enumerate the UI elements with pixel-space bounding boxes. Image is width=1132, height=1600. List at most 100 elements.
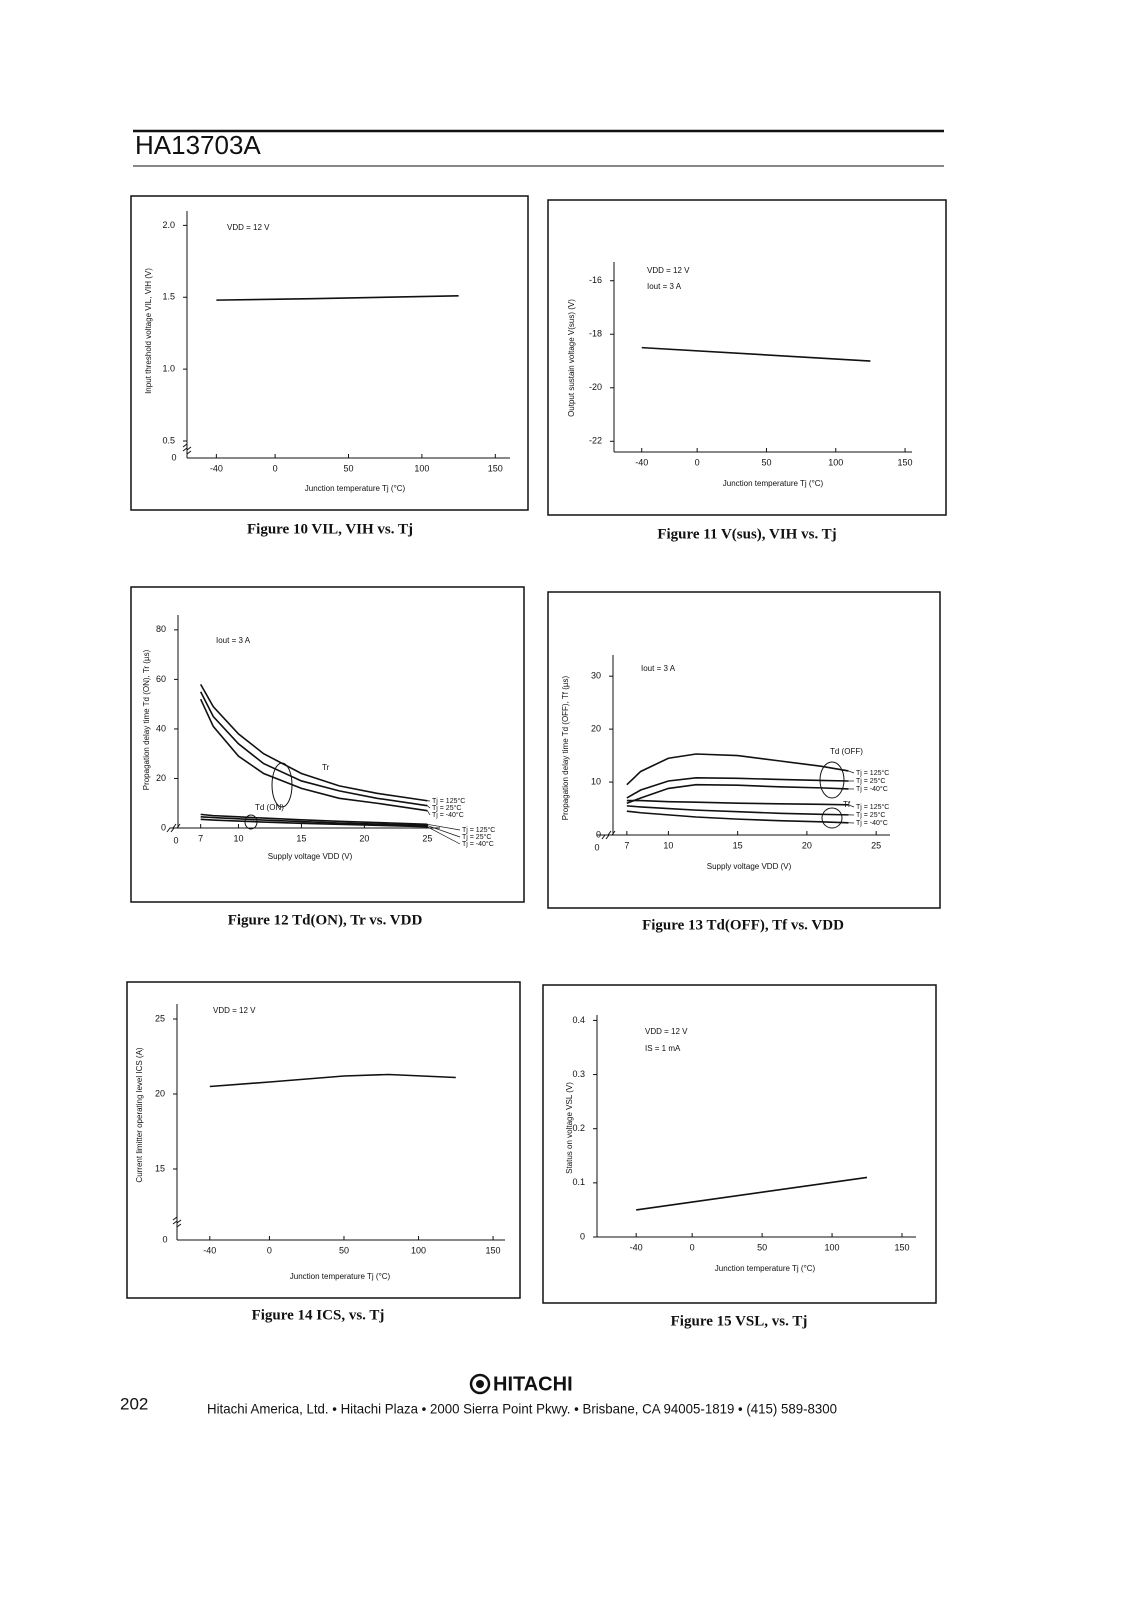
x-tick-label: 10: [233, 833, 243, 843]
x-tick-label: 7: [198, 833, 203, 843]
y-axis-label: Propagation delay time Td (ON), Tr (µs): [142, 649, 151, 790]
caption: Figure 15 VSL, vs. Tj: [671, 1313, 808, 1329]
data-line: [626, 753, 849, 786]
y-axis-label: Input threshold voltage VIL, VIH (V): [144, 268, 153, 394]
x-tick-label: 0: [267, 1245, 272, 1255]
data-line: [199, 698, 428, 812]
series-label: Tj = -40°C: [856, 785, 888, 793]
x-tick-label: 50: [757, 1242, 767, 1252]
caption: Figure 10 VIL, VIH vs. Tj: [247, 521, 413, 537]
x-tick-label: 15: [296, 833, 306, 843]
data-line: [636, 1176, 868, 1211]
x-axis-label: Junction temperature Tj (°C): [715, 1264, 816, 1273]
data-line: [626, 810, 849, 824]
y-tick-label: 0.3: [572, 1069, 585, 1079]
axis-break: [601, 830, 616, 840]
series-label: Tj = -40°C: [856, 819, 888, 827]
data-line: [200, 818, 428, 828]
series-label: Tj = 125°C: [432, 797, 465, 805]
y-axis-label: Status on voltage VSL (V): [565, 1082, 574, 1174]
x-tick-label: 50: [339, 1245, 349, 1255]
caption: Figure 12 Td(ON), Tr vs. VDD: [228, 912, 423, 928]
chart-frame: [547, 199, 947, 516]
y-tick-label: -22: [589, 436, 602, 446]
logo-icon: [476, 1380, 484, 1388]
data-line: [626, 777, 849, 799]
annotation: Td (ON): [255, 803, 284, 812]
axis-break: [172, 1216, 182, 1228]
caption: Figure 13 Td(OFF), Tf vs. VDD: [642, 917, 844, 933]
logo-text: HITACHI: [493, 1373, 573, 1395]
series-label: Tj = 125°C: [856, 769, 889, 777]
annotation: VDD = 12 V: [227, 223, 270, 232]
y-tick-label: -20: [589, 382, 602, 392]
series-label: Tj = 125°C: [462, 826, 495, 834]
annotation: VDD = 12 V: [213, 1006, 256, 1015]
x-tick-label: 7: [624, 840, 629, 850]
series-label: Tj = 25°C: [432, 804, 461, 812]
axis-break: [182, 443, 192, 455]
y-tick-label: 20: [156, 773, 166, 783]
group-marker: [821, 807, 843, 829]
header-title: HA13703A: [135, 130, 261, 160]
y-tick-label: 15: [155, 1163, 165, 1173]
x-tick-label: 150: [894, 1242, 909, 1252]
label-leader: [427, 805, 431, 809]
y-axis-label: Propagation delay time Td (OFF), Tf (µs): [561, 675, 570, 820]
annotation: Iout = 3 A: [216, 636, 251, 645]
x-tick-label: 15: [733, 840, 743, 850]
data-line: [200, 816, 428, 827]
annotation: Iout = 3 A: [641, 664, 676, 673]
y-axis-label: Current limitter operating level ICS (A): [135, 1047, 144, 1182]
series-label: Tj = 25°C: [462, 833, 491, 841]
data-line: [199, 691, 428, 807]
logo-icon: [469, 1373, 491, 1395]
y-tick-label: 0.1: [572, 1177, 585, 1187]
x-tick-label: 10: [663, 840, 673, 850]
data-line: [626, 805, 849, 816]
y-axis-label: Output sustain voltage V(sus) (V): [567, 299, 576, 417]
label-leader: [427, 823, 461, 831]
x-axis-label: Supply voltage VDD (V): [707, 862, 792, 871]
x-tick-label: 100: [414, 463, 429, 473]
series-label: Tj = -40°C: [432, 811, 464, 819]
series-label: Tj = -40°C: [462, 840, 494, 848]
data-line: [200, 813, 428, 826]
chart-frame: [130, 586, 525, 903]
y-break-label: 0: [162, 1234, 167, 1244]
x-axis-label: Junction temperature Tj (°C): [305, 484, 406, 493]
y-tick-label: 1.5: [162, 292, 175, 302]
x-break-label: 0: [173, 835, 178, 845]
y-tick-label: 2.0: [162, 220, 175, 230]
x-tick-label: 50: [343, 463, 353, 473]
x-tick-label: 25: [422, 833, 432, 843]
x-tick-label: 50: [761, 457, 771, 467]
x-tick-label: 150: [898, 457, 913, 467]
annotation: IS = 1 mA: [645, 1044, 681, 1053]
data-line: [209, 1073, 456, 1088]
x-tick-label: -40: [630, 1242, 643, 1252]
y-tick-label: 20: [155, 1088, 165, 1098]
y-tick-label: 25: [155, 1013, 165, 1023]
annotation: Iout = 3 A: [647, 282, 682, 291]
x-tick-label: 20: [802, 840, 812, 850]
label-leader: [427, 826, 461, 845]
chart-frame: [547, 591, 941, 909]
data-line: [626, 783, 849, 804]
annotation: VDD = 12 V: [645, 1027, 688, 1036]
series-label: Tj = 25°C: [856, 811, 885, 819]
chart-frame: [542, 984, 937, 1304]
label-leader: [848, 804, 855, 808]
label-leader: [427, 825, 461, 838]
y-tick-label: -16: [589, 275, 602, 285]
x-tick-label: 150: [488, 463, 503, 473]
annotation: Tr: [322, 763, 330, 772]
x-axis-label: Junction temperature Tj (°C): [723, 479, 824, 488]
y-tick-label: 0: [596, 829, 601, 839]
axis-break: [166, 823, 181, 833]
x-break-label: 0: [594, 842, 599, 852]
caption: Figure 14 ICS, vs. Tj: [252, 1307, 385, 1323]
y-break-label: 0: [171, 452, 176, 462]
x-axis-label: Supply voltage VDD (V): [268, 852, 353, 861]
annotation: VDD = 12 V: [647, 266, 690, 275]
